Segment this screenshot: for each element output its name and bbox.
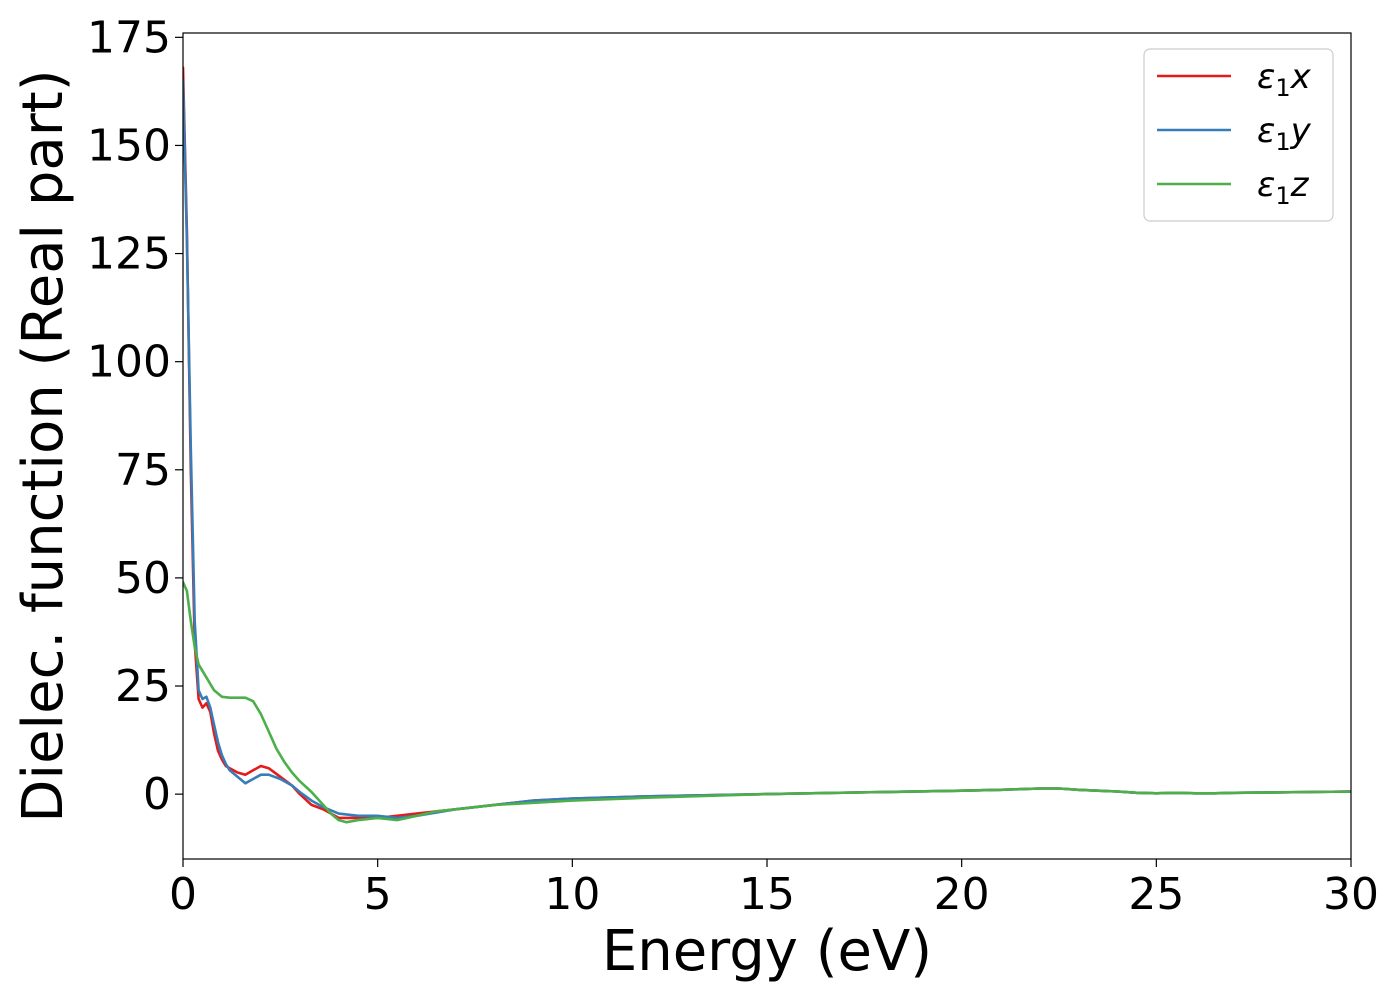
legend-label-y: ε1y	[1257, 111, 1312, 156]
x-axis-title: Energy (eV)	[602, 919, 932, 984]
x-tick-label: 20	[934, 869, 990, 920]
series-line-z	[183, 580, 1351, 824]
y-tick-label: 50	[115, 553, 171, 604]
x-tick-label: 15	[739, 869, 795, 920]
legend-box	[1143, 48, 1334, 222]
y-tick-label: 0	[143, 769, 171, 820]
legend: ε1x ε1y ε1z	[1143, 48, 1334, 222]
y-tick-label: 150	[87, 120, 171, 171]
y-axis-title: Dielec. function (Real part)	[11, 69, 76, 822]
plot-lines	[183, 66, 1351, 824]
y-tick-label: 100	[87, 337, 171, 388]
x-tick-label: 5	[364, 869, 392, 920]
x-tick-label: 30	[1323, 869, 1379, 920]
y-axis: 0 25 50 75 100 125 150 175	[87, 12, 183, 820]
legend-label-z: ε1z	[1257, 165, 1310, 210]
x-tick-label: 10	[544, 869, 600, 920]
x-axis: 0 5 10 15 20 25 30	[169, 859, 1379, 920]
x-tick-label: 0	[169, 869, 197, 920]
y-tick-label: 25	[115, 661, 171, 712]
y-tick-label: 125	[87, 229, 171, 280]
y-tick-label: 75	[115, 445, 171, 496]
x-tick-label: 25	[1128, 869, 1184, 920]
legend-label-x: ε1x	[1257, 57, 1312, 102]
y-tick-label: 175	[87, 12, 171, 63]
